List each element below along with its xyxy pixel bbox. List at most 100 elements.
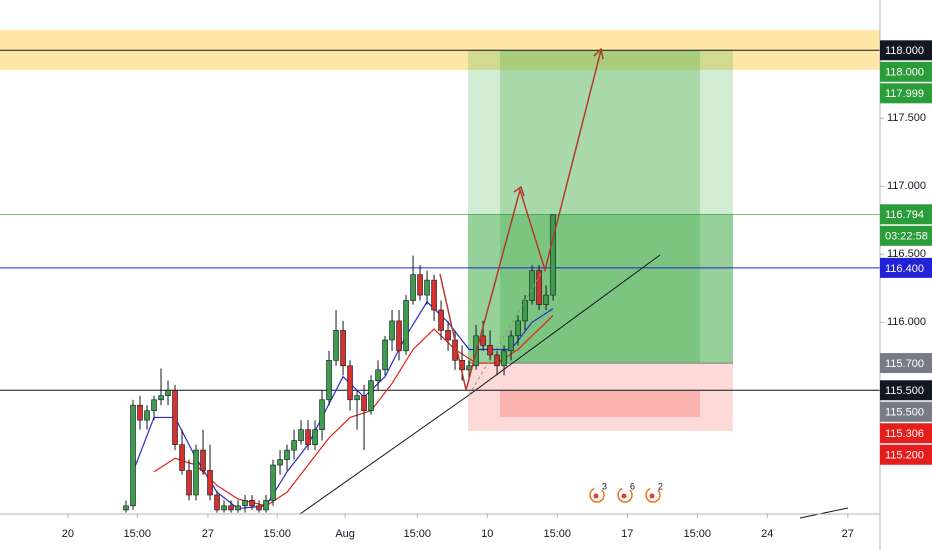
- y-tick-label: 117.500: [887, 112, 926, 124]
- price-badge: [880, 40, 932, 61]
- event-dot: [649, 493, 655, 499]
- x-tick-label: 20: [62, 528, 74, 540]
- candle-body: [445, 330, 451, 341]
- trend-line: [299, 394, 470, 515]
- price-badge-label: 118.000: [885, 45, 924, 57]
- candle-body: [361, 395, 367, 411]
- loss-zone-inner: [500, 390, 700, 418]
- event-dot: [621, 493, 627, 499]
- candle-body: [298, 429, 304, 441]
- event-dot: [593, 493, 599, 499]
- candle-body: [312, 429, 318, 445]
- candle-body: [410, 274, 416, 301]
- loss-zone: [468, 363, 733, 432]
- candle-body: [438, 309, 444, 331]
- x-tick-label: 27: [842, 528, 854, 540]
- x-tick-label: 15:00: [543, 528, 571, 540]
- price-badge: [880, 225, 932, 246]
- candle-body: [487, 345, 493, 356]
- axes: 20 15:00 27 15:00 Aug 15:00 10 15:00 17 15:00 24 27…: [62, 40, 932, 540]
- price-badge-label: 118.000: [885, 67, 924, 79]
- price-badge-label: 116.794: [885, 209, 924, 221]
- candle-body: [354, 395, 360, 401]
- candle-body: [305, 429, 311, 445]
- candle-body: [207, 470, 213, 496]
- candle-body: [172, 389, 178, 445]
- price-badge-label: 115.500: [885, 407, 924, 419]
- candle-body: [291, 440, 297, 451]
- candle-body: [480, 335, 486, 346]
- candle-body: [424, 279, 430, 296]
- trend-line: [468, 254, 661, 396]
- candle-body: [431, 279, 437, 311]
- price-badge: [880, 83, 932, 104]
- candle-body: [375, 369, 381, 382]
- event-count: 3: [602, 481, 607, 491]
- x-tick-label: 15:00: [684, 528, 712, 540]
- price-badge: [880, 353, 932, 374]
- candle-body: [270, 464, 276, 501]
- arrow-head: [513, 185, 525, 197]
- price-badge-label: 03:22:58: [885, 231, 928, 243]
- candle-body: [417, 274, 423, 296]
- x-tick-label: Aug: [335, 528, 355, 540]
- y-tick-label: 116.000: [887, 316, 926, 328]
- candle-body: [340, 330, 346, 367]
- event-count: 6: [630, 481, 635, 491]
- candle-body: [284, 449, 290, 460]
- candle-body: [151, 399, 157, 411]
- y-tick-label: 116.500: [887, 248, 926, 260]
- arrow-head: [593, 47, 604, 60]
- x-tick-label: 24: [761, 528, 773, 540]
- price-badge: [880, 380, 932, 401]
- candle-body: [550, 214, 556, 296]
- price-badge-label: 115.306: [885, 428, 924, 440]
- price-badge-label: 117.999: [885, 88, 924, 100]
- candle-body: [494, 354, 500, 367]
- candle-body: [165, 389, 171, 396]
- candle-body: [221, 505, 227, 511]
- candle-body: [466, 365, 472, 371]
- price-badge: [880, 204, 932, 225]
- events: 3 6 2: [589, 481, 663, 503]
- position-tool: [468, 50, 733, 432]
- candle-body: [179, 444, 185, 471]
- candle-body: [263, 500, 269, 511]
- x-tick-label: 15:00: [403, 528, 431, 540]
- candle-body: [242, 500, 248, 507]
- event-count: 2: [658, 481, 663, 491]
- price-badge: [880, 401, 932, 422]
- candle-body: [193, 449, 199, 496]
- profit-zone: [468, 50, 733, 364]
- candle-body: [130, 404, 136, 507]
- candle-body: [368, 380, 374, 411]
- candle-body: [144, 410, 150, 421]
- x-tick-label: 10: [481, 528, 493, 540]
- candle-body: [256, 505, 262, 511]
- candle-body: [508, 335, 514, 352]
- event-icon: [589, 487, 605, 503]
- candle-body: [214, 494, 220, 511]
- candle-body: [158, 395, 164, 401]
- price-badge-label: 115.200: [885, 450, 924, 462]
- moving-average: [153, 315, 554, 507]
- price-badge: [880, 444, 932, 465]
- candle-body: [235, 505, 241, 511]
- x-tick-label: 15:00: [123, 528, 151, 540]
- candle-body: [522, 300, 528, 322]
- dashed-line: [468, 261, 549, 396]
- price-badge: [880, 61, 932, 82]
- candle-body: [347, 365, 353, 401]
- candle-body: [137, 404, 143, 421]
- price-badge: [880, 423, 932, 444]
- price-badge-label: 116.400: [885, 263, 924, 275]
- candle-body: [228, 505, 234, 511]
- x-tick-label: 15:00: [263, 528, 291, 540]
- candle-body: [536, 270, 542, 305]
- profit-zone-inner: [500, 50, 700, 364]
- candle-body: [200, 449, 206, 471]
- price-badge-label: 115.500: [885, 385, 924, 397]
